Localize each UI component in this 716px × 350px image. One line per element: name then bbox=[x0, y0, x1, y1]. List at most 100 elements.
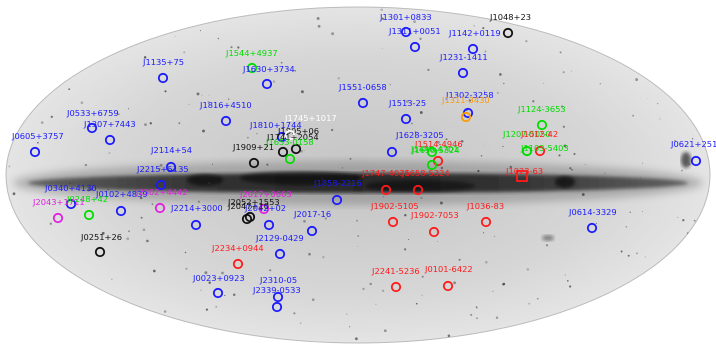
source-marker: J1135+75 bbox=[142, 57, 184, 84]
sky-speck bbox=[439, 201, 443, 205]
source-label: J2215+5135 bbox=[136, 164, 189, 174]
source-circle bbox=[263, 219, 275, 231]
sky-speck bbox=[594, 44, 598, 48]
source-marker: J2017+0603 bbox=[239, 189, 292, 215]
source-label: J1036-83 bbox=[466, 201, 504, 211]
sky-speck bbox=[691, 138, 694, 140]
sky-speck bbox=[414, 131, 417, 133]
source-label: J1810+1744 bbox=[249, 120, 302, 130]
sky-speck bbox=[224, 294, 226, 297]
source-marker: J1741+2054 bbox=[266, 132, 319, 158]
source-label: J1514-4946 bbox=[414, 139, 463, 149]
sky-speck bbox=[149, 122, 152, 125]
sky-speck bbox=[69, 182, 71, 185]
source-marker: J1747-4036 bbox=[361, 168, 410, 196]
sky-speck bbox=[322, 256, 325, 259]
sky-speck bbox=[107, 188, 109, 191]
source-circle bbox=[480, 216, 492, 228]
sky-speck bbox=[272, 80, 276, 83]
sky-speck bbox=[88, 184, 91, 186]
source-label: J2017-16 bbox=[293, 209, 331, 219]
source-marker: J2114+54 bbox=[150, 145, 192, 173]
sky-speck bbox=[143, 56, 147, 59]
source-marker: J2339-0533 bbox=[252, 285, 301, 313]
source-circle bbox=[284, 153, 296, 165]
source-circle bbox=[277, 146, 289, 158]
sky-speck bbox=[476, 307, 478, 309]
sky-speck bbox=[202, 129, 205, 133]
sky-speck bbox=[164, 90, 167, 93]
sky-speck bbox=[570, 70, 572, 72]
sky-speck bbox=[197, 200, 200, 203]
source-label: J0101-6422 bbox=[424, 264, 473, 274]
sky-speck bbox=[135, 32, 138, 34]
source-circle bbox=[232, 258, 244, 270]
sky-speck bbox=[58, 267, 61, 270]
source-circle bbox=[29, 146, 41, 158]
sky-speck bbox=[49, 222, 52, 225]
sky-speck bbox=[40, 121, 44, 124]
sky-speck bbox=[541, 106, 544, 108]
sky-speck bbox=[31, 313, 33, 315]
source-marker: J0340+4130 bbox=[44, 183, 97, 210]
source-label: J1048+23 bbox=[489, 12, 531, 22]
source-label: J1805+06 bbox=[277, 126, 319, 136]
source-label: J1301+0833 bbox=[379, 12, 432, 22]
sky-speck bbox=[37, 141, 39, 144]
sky-speck bbox=[60, 301, 62, 303]
source-circle bbox=[165, 161, 177, 173]
source-label: J1858-2216 bbox=[313, 178, 362, 188]
sky-speck bbox=[690, 271, 693, 274]
sky-speck bbox=[184, 251, 187, 254]
source-circle bbox=[157, 72, 169, 84]
source-circle bbox=[155, 179, 167, 191]
source-label: J1816+4510 bbox=[199, 100, 252, 110]
source-circle bbox=[386, 146, 398, 158]
sky-speck bbox=[211, 163, 214, 165]
sky-speck bbox=[678, 48, 681, 51]
source-marker: J1311-3430 bbox=[441, 95, 490, 123]
source-marker: J2042+02 bbox=[244, 203, 286, 231]
source-marker: J1513-25 bbox=[388, 98, 426, 125]
sky-speck bbox=[349, 157, 352, 160]
sky-speck bbox=[196, 92, 200, 96]
source-label: J2214+3000 bbox=[170, 203, 223, 213]
sky-speck bbox=[569, 285, 572, 288]
source-circle bbox=[357, 97, 369, 109]
source-label: J1630+3734 bbox=[242, 64, 295, 74]
sky-speck bbox=[256, 133, 258, 135]
sky-speck bbox=[639, 177, 641, 179]
source-marker: J1745+1017 bbox=[284, 113, 337, 141]
source-marker: J1902-5105 bbox=[370, 201, 419, 228]
source-marker: J1142+0119 bbox=[448, 28, 501, 55]
sky-speck bbox=[559, 51, 562, 54]
source-label: J1446-4701 bbox=[410, 144, 459, 154]
source-circle bbox=[534, 145, 546, 157]
source-label: J0605+3757 bbox=[11, 131, 64, 141]
sky-speck bbox=[674, 139, 676, 142]
source-circle bbox=[400, 26, 412, 38]
sky-speck bbox=[38, 261, 41, 263]
source-marker: J1658-5324 bbox=[401, 168, 450, 196]
sky-speck bbox=[569, 167, 572, 170]
source-circle bbox=[52, 212, 64, 224]
sky-speck bbox=[496, 92, 499, 94]
source-label: J1909+21 bbox=[232, 142, 274, 152]
source-circle bbox=[460, 111, 472, 123]
source-label: J1311+0051 bbox=[388, 26, 441, 36]
source-label: J1231-1411 bbox=[439, 52, 488, 62]
sky-speck bbox=[18, 97, 21, 99]
sky-speck bbox=[153, 183, 157, 187]
sky-speck bbox=[476, 317, 478, 320]
sky-speck bbox=[581, 193, 585, 196]
sky-speck bbox=[492, 290, 494, 292]
sky-speck bbox=[558, 154, 561, 157]
source-marker: J1628-3205 bbox=[386, 130, 444, 158]
source-marker: J0614-3329 bbox=[568, 207, 617, 234]
source-label: J1544+4937 bbox=[225, 48, 278, 58]
source-marker: J2017-16 bbox=[293, 209, 331, 237]
source-label: J1135+75 bbox=[142, 57, 184, 67]
source-marker: J1311+0051 bbox=[388, 26, 441, 53]
sky-speck bbox=[144, 123, 147, 126]
source-label: J1207-5050 bbox=[502, 129, 551, 139]
